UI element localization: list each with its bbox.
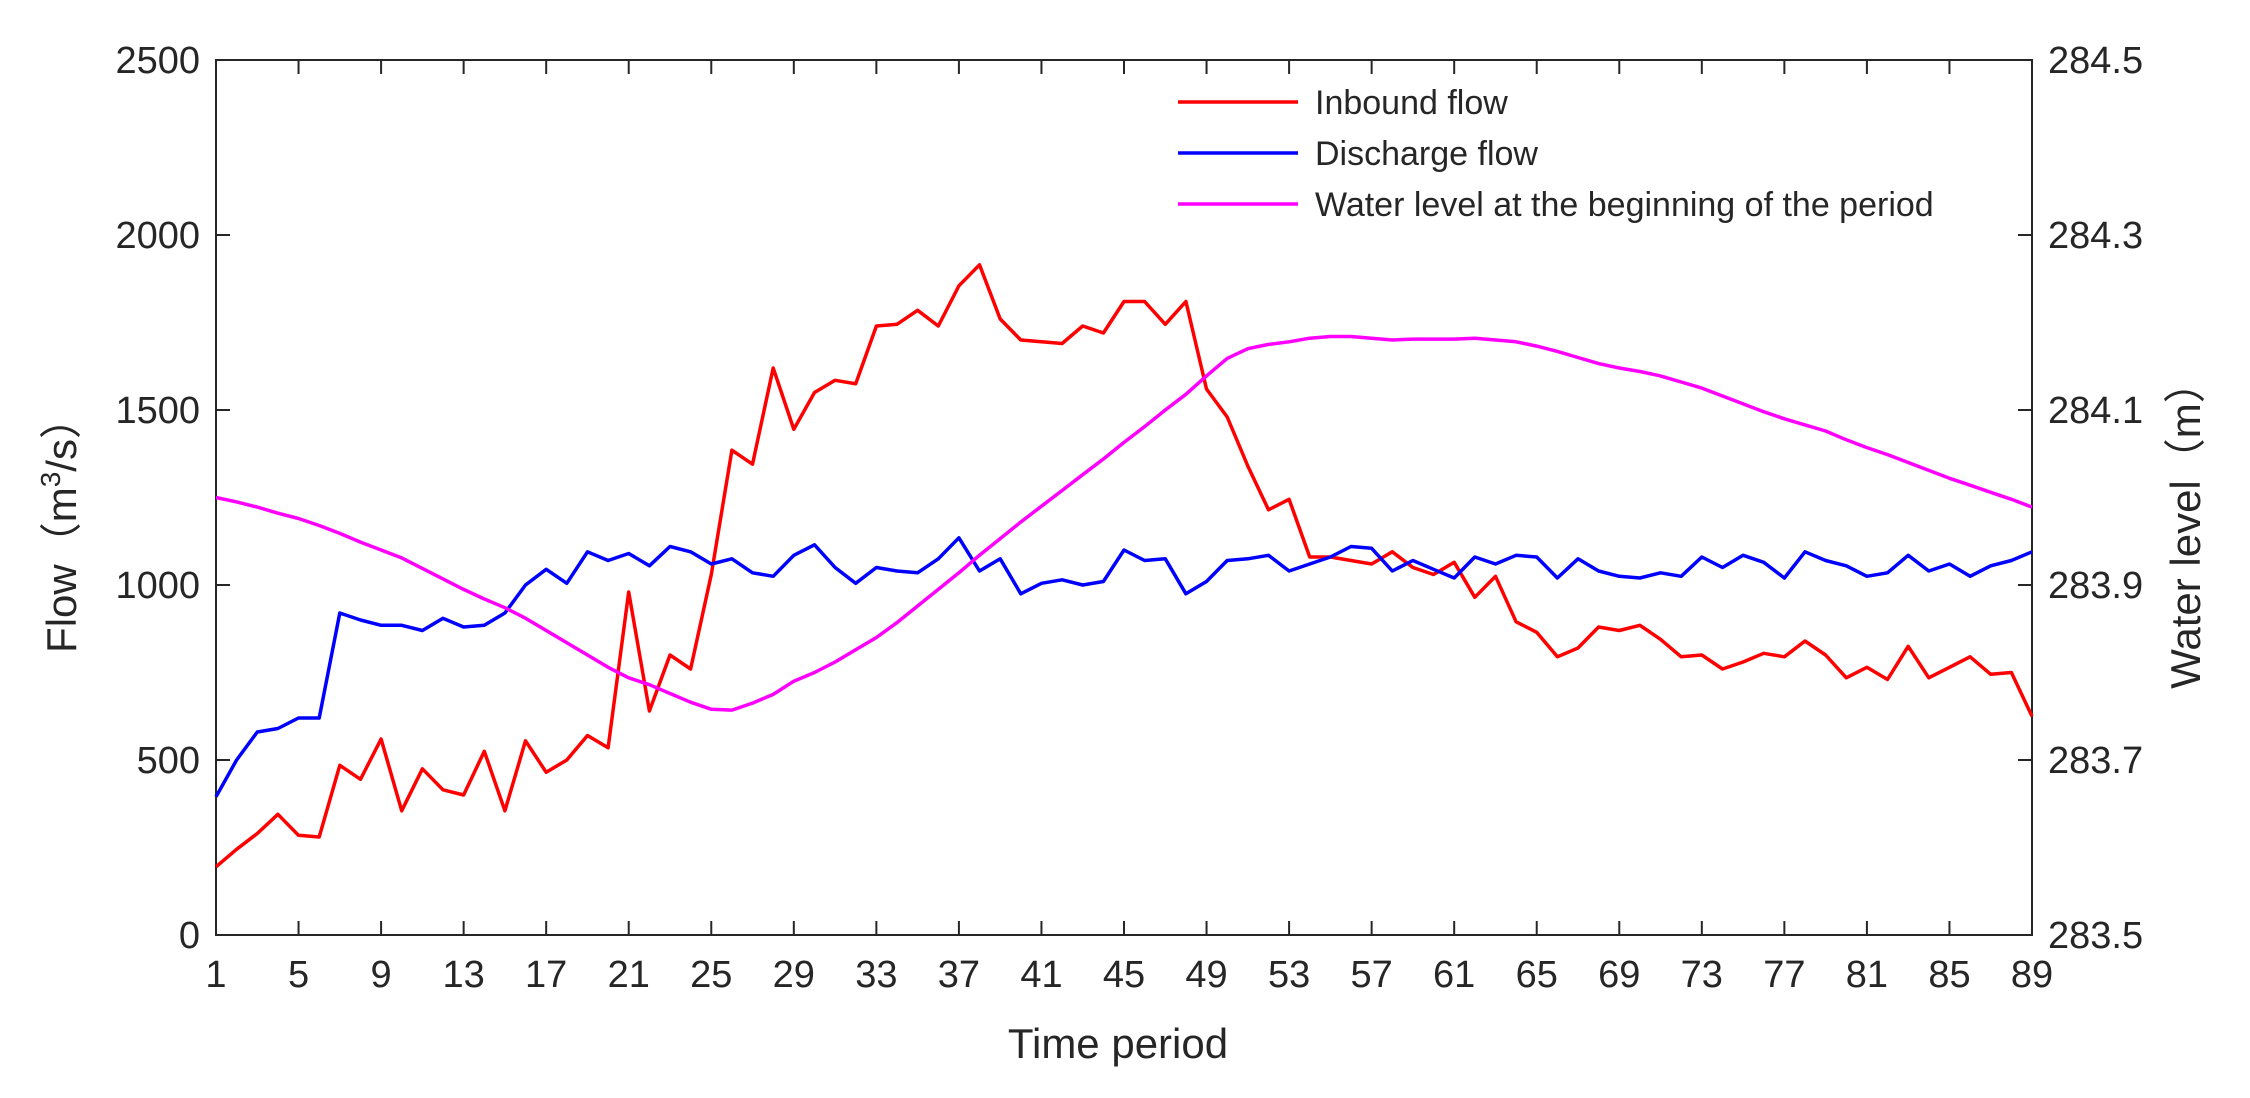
y-right-tick-label: 283.9 (2048, 565, 2143, 607)
x-tick-label: 21 (608, 954, 650, 996)
x-tick-label: 61 (1433, 954, 1475, 996)
y-right-tick-label: 284.5 (2048, 40, 2143, 82)
y-left-tick-label: 2000 (115, 215, 200, 257)
x-tick-label: 1 (205, 954, 226, 996)
series-line-water-level-at-the-beginning-of-the-period (215, 334, 2033, 712)
x-tick-label: 57 (1350, 954, 1392, 996)
series-line-discharge-flow (214, 536, 2033, 798)
x-tick-label: 9 (371, 954, 392, 996)
x-tick-label: 53 (1268, 954, 1310, 996)
legend-label-discharge-flow: Discharge flow (1315, 135, 1538, 173)
y-right-tick-label: 283.5 (2048, 915, 2143, 957)
y-axis-right-title: Water level（m） (2162, 361, 2209, 689)
x-tick-label: 89 (2011, 954, 2053, 996)
x-tick-label: 85 (1928, 954, 1970, 996)
y-right-tick-label: 284.3 (2048, 215, 2143, 257)
x-tick-label: 33 (855, 954, 897, 996)
legend-label-inbound-flow: Inbound flow (1315, 84, 1508, 122)
legend: Inbound flow Discharge flow Water level at… (1178, 84, 1934, 224)
y-left-tick-label: 1000 (115, 565, 200, 607)
y-left-tick-label: 1500 (115, 390, 200, 432)
y-axis-left-title-sup: 3 (35, 472, 66, 488)
y-right-tick-label: 284.1 (2048, 390, 2143, 432)
y-axis-left-title-prefix: Flow（m (38, 487, 85, 653)
y-left-tick-label: 500 (137, 740, 200, 782)
x-tick-label: 13 (442, 954, 484, 996)
x-tick-label: 73 (1681, 954, 1723, 996)
x-tick-label: 77 (1763, 954, 1805, 996)
x-tick-label: 69 (1598, 954, 1640, 996)
x-tick-label: 37 (938, 954, 980, 996)
x-axis-title: Time period (1008, 1020, 1228, 1067)
x-tick-label: 17 (525, 954, 567, 996)
y-axis-left-title: Flow（m3/s） (35, 397, 85, 653)
x-tick-label: 41 (1020, 954, 1062, 996)
x-tick-label: 5 (288, 954, 309, 996)
legend-label-water-level-at-the-beginning-of-the-period: Water level at the beginning of the peri… (1315, 186, 1934, 224)
y-left-tick-label: 0 (179, 915, 200, 957)
x-tick-label: 81 (1846, 954, 1888, 996)
y-axis-left-title-suffix: /s） (38, 397, 85, 472)
x-tick-label: 65 (1516, 954, 1558, 996)
y-left-tick-label: 2500 (115, 40, 200, 82)
x-tick-label: 49 (1185, 954, 1227, 996)
y-right-tick-label: 283.7 (2048, 740, 2143, 782)
x-tick-label: 45 (1103, 954, 1145, 996)
series-group (214, 263, 2034, 869)
x-tick-label: 25 (690, 954, 732, 996)
series-line-inbound-flow (214, 263, 2034, 869)
x-tick-label: 29 (773, 954, 815, 996)
axes: 1 5 9 13 17 21 25 29 33 37 41 45 49 53 57 61 65 69 73 77 81 8… (115, 40, 2143, 996)
